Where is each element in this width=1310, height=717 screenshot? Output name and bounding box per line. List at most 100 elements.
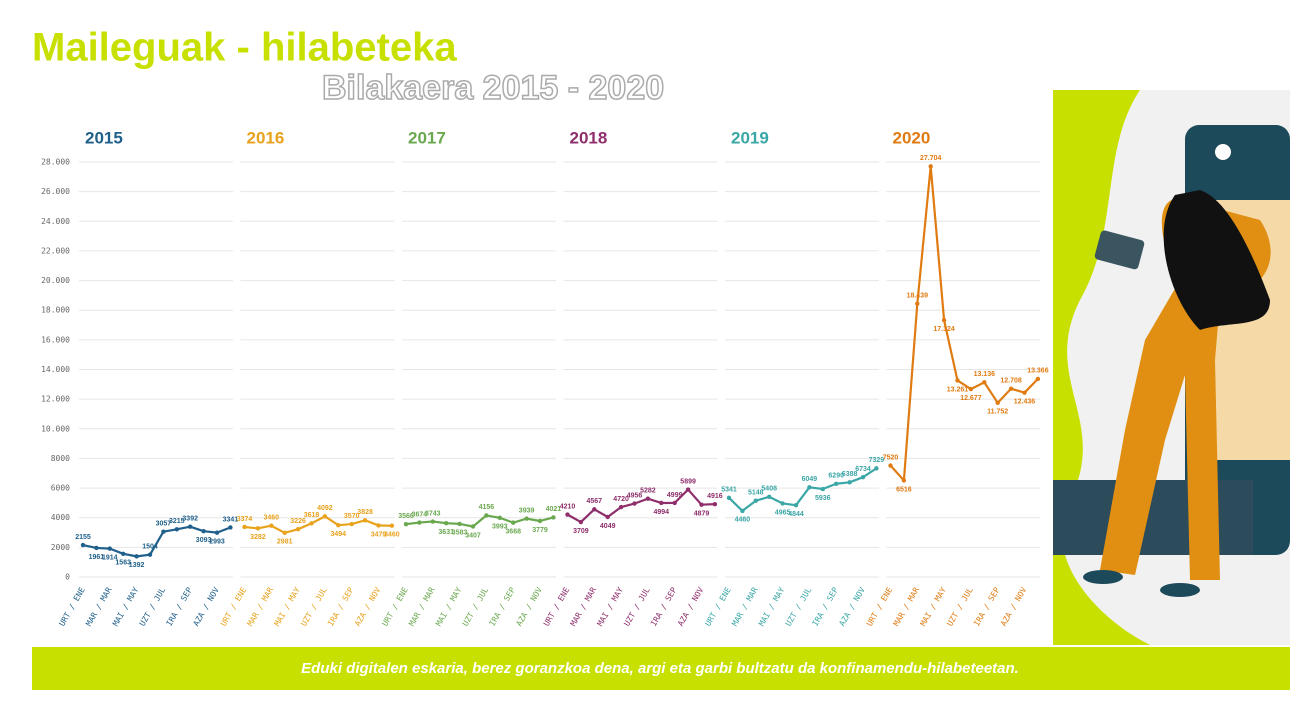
panel-title: 2020	[893, 128, 931, 147]
point	[645, 496, 651, 501]
point	[147, 552, 153, 557]
point	[497, 515, 502, 521]
point	[915, 301, 920, 306]
value-label: 2981	[277, 539, 293, 546]
point	[295, 526, 301, 532]
value-label: 4049	[600, 523, 616, 530]
value-label: 1961	[89, 554, 105, 561]
value-label: 12.436	[1014, 399, 1036, 406]
point	[740, 508, 745, 514]
x-tick-label: URT / ENE	[542, 586, 572, 628]
x-tick-label: URT / ENE	[380, 586, 410, 628]
y-tick-label: 8000	[51, 454, 70, 463]
x-tick-label: UZT / JUL	[622, 586, 652, 628]
y-tick-label: 24.000	[41, 217, 70, 226]
value-label: 3093	[196, 537, 212, 544]
x-tick-label: UZT / JUL	[138, 586, 168, 628]
point	[389, 523, 395, 528]
value-label: 4092	[317, 505, 333, 512]
value-label: 3566	[398, 513, 414, 520]
point	[685, 487, 691, 492]
point	[605, 514, 610, 520]
y-tick-label: 16.000	[41, 335, 70, 344]
point	[888, 463, 893, 468]
value-label: 3618	[304, 512, 320, 519]
value-label: 4844	[788, 511, 804, 518]
value-label: 5341	[721, 487, 737, 494]
x-tick-label: UZT / JUL	[461, 586, 491, 628]
x-tick-label: IRA / SEP	[488, 586, 518, 628]
point	[309, 521, 314, 526]
value-label: 6290	[828, 473, 844, 480]
value-label: 4156	[479, 504, 495, 511]
value-label: 4460	[735, 517, 751, 524]
value-label: 3057	[156, 521, 172, 528]
value-label: 18.439	[907, 293, 929, 300]
value-label: 1563	[115, 560, 131, 567]
x-tick-label: MAI / MAY	[757, 586, 787, 628]
y-tick-label: 10.000	[41, 424, 70, 433]
point	[444, 520, 449, 526]
value-label: 3828	[357, 509, 373, 516]
point	[592, 507, 597, 512]
value-label: 3479	[371, 531, 387, 538]
x-tick-label: URT / ENE	[219, 586, 249, 628]
x-tick-label: IRA / SEP	[972, 586, 1002, 628]
point	[80, 542, 86, 548]
value-label: 12.677	[960, 395, 982, 402]
point	[362, 518, 368, 523]
point	[417, 520, 422, 525]
value-label: 3407	[465, 532, 481, 539]
line	[566, 488, 715, 524]
x-tick-label: URT / ENE	[703, 586, 733, 628]
value-label: 1914	[102, 554, 118, 561]
panel-title: 2019	[731, 128, 769, 147]
chart-subtitle: Bilakaera 2015 - 2020	[322, 69, 664, 107]
x-tick-label: IRA / SEP	[165, 586, 195, 628]
point	[1008, 386, 1014, 391]
value-label: 3460	[384, 532, 400, 539]
y-tick-label: 28.000	[41, 158, 70, 167]
value-label: 4567	[587, 498, 603, 505]
value-label: 3494	[331, 531, 347, 538]
point	[269, 523, 274, 528]
point	[255, 526, 261, 531]
value-label: 3392	[182, 516, 198, 523]
value-label: 3631	[438, 529, 454, 536]
x-tick-label: AZA / NOV	[837, 586, 867, 628]
value-label: 1392	[129, 562, 145, 569]
value-label: 5148	[748, 490, 764, 497]
point	[874, 466, 879, 471]
point	[968, 386, 974, 392]
value-label: 3226	[290, 518, 306, 525]
value-label: 4994	[654, 509, 670, 516]
value-label: 13.366	[1027, 368, 1049, 375]
line	[889, 165, 1039, 482]
point	[712, 501, 718, 507]
value-label: 5408	[761, 486, 777, 493]
value-label: 5936	[815, 495, 831, 502]
point	[995, 400, 1000, 406]
x-tick-label: IRA / SEP	[649, 586, 679, 628]
point	[94, 545, 99, 551]
point	[214, 530, 220, 535]
value-label: 12.708	[1000, 377, 1022, 384]
illustration	[1053, 90, 1290, 645]
y-tick-label: 20.000	[41, 276, 70, 285]
x-tick-label: MAI / MAY	[111, 586, 141, 628]
value-label: 6734	[855, 466, 871, 473]
value-label: 3570	[344, 513, 360, 520]
point	[134, 554, 139, 559]
point	[578, 519, 584, 525]
value-label: 17.324	[933, 326, 955, 333]
y-tick-label: 2000	[51, 543, 70, 552]
point	[511, 520, 516, 525]
point	[632, 501, 637, 506]
line	[405, 514, 554, 528]
x-tick-label: AZA / NOV	[999, 586, 1029, 628]
x-tick-label: URT / ENE	[57, 586, 87, 628]
panel-title: 2015	[85, 128, 123, 147]
point	[699, 502, 704, 507]
value-label: 4956	[627, 492, 643, 499]
